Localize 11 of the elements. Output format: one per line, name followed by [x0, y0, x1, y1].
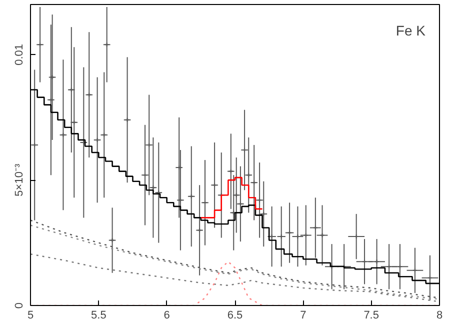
x-tick-label: 6	[164, 310, 170, 322]
x-tick-label: 5	[27, 310, 34, 322]
x-tick-label: 7	[300, 310, 306, 322]
y-tick-label: 0	[14, 302, 26, 309]
x-tick-label: 5.5	[91, 310, 106, 322]
y-tick-label: 5×10⁻³	[14, 164, 26, 196]
annotation: Fe K	[396, 22, 426, 38]
x-tick-label: 7.5	[364, 310, 379, 322]
x-tick-label: 6.5	[227, 310, 243, 322]
y-tick-label: 0.01	[14, 44, 26, 66]
x-tick-label: 8	[436, 310, 443, 322]
